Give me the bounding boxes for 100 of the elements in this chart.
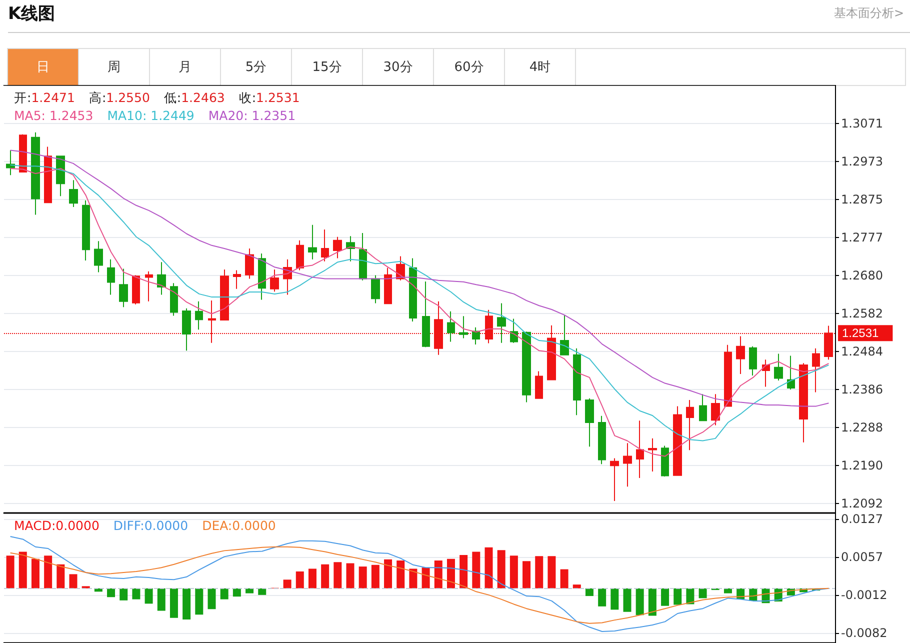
candlestick <box>6 150 15 176</box>
candlestick <box>497 302 506 344</box>
candlestick <box>560 314 569 356</box>
bar <box>69 574 78 588</box>
bar <box>522 561 531 588</box>
bar <box>308 568 316 588</box>
period-tab[interactable]: 30分 <box>363 49 434 85</box>
candlestick <box>245 248 254 280</box>
y-tick-label: 0.0057 <box>841 550 883 564</box>
bar <box>371 564 380 588</box>
annotation: 低:1.2463 <box>164 90 225 105</box>
candlestick <box>711 394 720 426</box>
bar <box>572 584 581 588</box>
period-tab[interactable]: 周 <box>79 49 150 85</box>
bar <box>220 588 228 600</box>
bar <box>384 559 392 588</box>
bar <box>472 552 480 588</box>
candlestick <box>585 398 594 448</box>
candlestick <box>371 274 380 304</box>
candlestick <box>787 355 795 390</box>
period-tab[interactable]: 15分 <box>292 49 363 85</box>
candlestick <box>170 282 178 316</box>
candlestick <box>19 134 27 173</box>
period-tab[interactable]: 5分 <box>221 49 292 85</box>
bar <box>510 556 518 588</box>
candlestick <box>598 415 606 465</box>
y-tick-label: 1.2288 <box>841 420 883 435</box>
candlestick <box>182 308 191 352</box>
candlestick <box>258 253 266 300</box>
bar <box>144 588 153 604</box>
bar <box>358 566 367 588</box>
text: MA10: 1.2449 <box>107 108 194 123</box>
candlestick <box>270 268 279 292</box>
period-tab[interactable]: 60分 <box>434 49 505 85</box>
candlestick <box>157 262 166 296</box>
candlestick <box>661 445 669 477</box>
bar <box>258 588 266 595</box>
candlestick <box>522 331 531 403</box>
bar <box>208 588 216 610</box>
candlestick <box>296 240 304 271</box>
bar <box>56 564 65 588</box>
candlestick <box>736 336 745 374</box>
bar <box>246 588 254 594</box>
y-tick-label: 1.2680 <box>841 268 883 282</box>
bar <box>170 588 178 618</box>
candlestick <box>459 316 468 339</box>
line-series <box>10 546 830 624</box>
candlestick <box>56 155 65 197</box>
text: K线图 <box>8 3 56 25</box>
y-tick-label: -0.0082 <box>841 626 888 640</box>
candlestick <box>333 236 342 259</box>
candlestick <box>573 348 581 416</box>
candlestick <box>648 438 657 472</box>
candlestick <box>69 180 78 208</box>
bar <box>446 558 455 588</box>
y-tick-label: 1.2092 <box>841 496 883 511</box>
bar <box>120 588 128 600</box>
candlestick <box>610 458 619 502</box>
y-tick-label: 1.2973 <box>841 154 883 169</box>
bar <box>636 588 644 616</box>
bar <box>661 588 670 606</box>
y-tick-label: 1.2777 <box>841 230 883 245</box>
bar <box>535 556 544 588</box>
period-tab[interactable]: 4时 <box>505 49 576 85</box>
bar <box>484 547 493 588</box>
candlestick <box>535 370 543 400</box>
y-tick-label: 1.2582 <box>841 306 883 320</box>
candlestick <box>774 353 783 382</box>
candlestick <box>308 224 317 260</box>
bar <box>598 588 606 606</box>
candlestick <box>82 200 90 262</box>
series-label: MACD:0.0000 <box>14 518 100 533</box>
annotation: 收:1.2531 <box>238 90 300 105</box>
candlestick <box>699 394 707 422</box>
text: MA20: 1.2351 <box>208 108 296 123</box>
candlestick <box>686 399 694 451</box>
bar <box>346 563 354 588</box>
bar <box>434 560 442 588</box>
candlestick <box>321 228 329 262</box>
bar <box>724 588 732 594</box>
candlestick <box>409 258 417 322</box>
bar <box>195 588 204 615</box>
annotation: 高:1.2550 <box>88 90 150 105</box>
bar <box>422 568 430 588</box>
candlestick <box>724 344 732 408</box>
bar <box>396 560 405 588</box>
bar <box>686 588 694 604</box>
candlestick <box>673 406 682 476</box>
bar <box>497 550 506 588</box>
candlestick <box>749 346 757 376</box>
period-tab[interactable]: 月 <box>150 49 221 85</box>
bar <box>107 588 116 598</box>
bar <box>182 588 191 620</box>
candlestick <box>422 281 430 348</box>
candlestick <box>119 268 128 308</box>
bar <box>548 556 556 588</box>
candlestick <box>636 420 644 479</box>
candlestick <box>510 318 518 344</box>
bar <box>409 568 418 588</box>
y-tick-label: -0.0012 <box>841 588 888 602</box>
